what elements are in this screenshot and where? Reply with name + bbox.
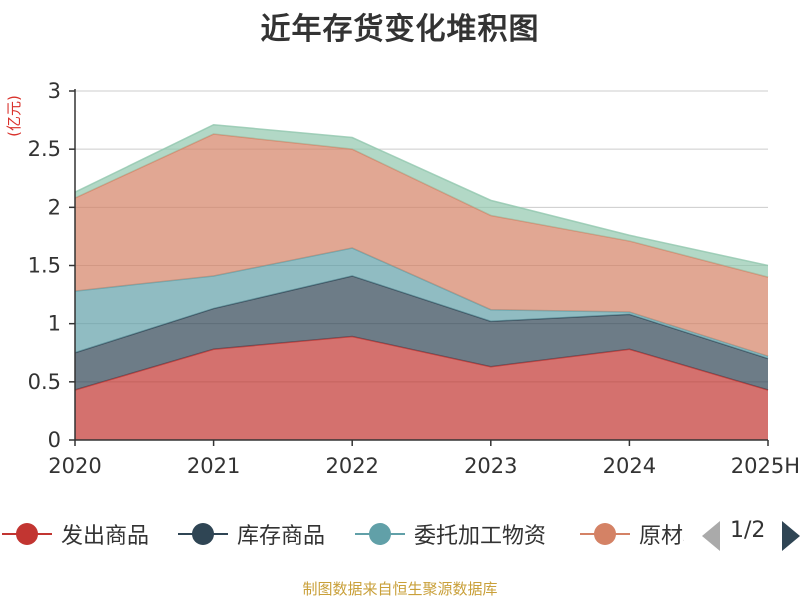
y-tick-label: 3 — [48, 79, 61, 103]
legend-page-indicator: 1/2 — [730, 518, 766, 543]
x-tick-label: 2022 — [325, 454, 378, 478]
legend-marker — [580, 516, 630, 552]
y-axis-unit-label: (亿元) — [5, 95, 23, 137]
next-page-icon[interactable] — [782, 521, 800, 551]
prev-page-icon[interactable] — [702, 521, 720, 551]
x-tick-label: 2021 — [187, 454, 240, 478]
y-tick-label: 2 — [48, 195, 61, 219]
x-tick-label: 2023 — [464, 454, 517, 478]
area-series-1 — [75, 275, 768, 390]
y-tick-label: 2.5 — [28, 137, 61, 161]
x-tick-label: 2020 — [48, 454, 101, 478]
legend-item-kucun[interactable]: 库存商品 — [178, 516, 325, 552]
legend-label: 库存商品 — [237, 524, 326, 549]
chart-title: 近年存货变化堆积图 — [260, 12, 540, 47]
legend-marker — [178, 516, 228, 552]
legend-label: 发出商品 — [61, 524, 150, 549]
legend-pager: 1/2 — [700, 516, 800, 556]
y-tick-label: 0.5 — [28, 370, 61, 394]
y-tick-label: 1.5 — [28, 254, 61, 278]
x-tick-label: 2024 — [603, 454, 656, 478]
legend-marker — [355, 516, 405, 552]
legend-item-yuancailiao[interactable]: 原材料 — [580, 516, 684, 552]
y-tick-label: 0 — [48, 428, 61, 452]
y-tick-label: 1 — [48, 312, 61, 336]
legend-label: 委托加工物资 — [414, 524, 547, 549]
legend-items: 发出商品 库存商品 委托加工物资 原材料 — [0, 516, 684, 556]
legend-item-fachu[interactable]: 发出商品 — [2, 516, 149, 552]
series-line-4 — [74, 123, 769, 267]
legend-item-weituo[interactable]: 委托加工物资 — [355, 516, 546, 552]
area-series-2 — [75, 248, 768, 359]
area-series-3 — [75, 134, 768, 357]
legend-label: 原材料 — [639, 524, 684, 549]
legend-marker — [2, 516, 52, 552]
legend: 发出商品 库存商品 委托加工物资 原材料 1/2 — [0, 516, 800, 556]
source-note: 制图数据来自恒生聚源数据库 — [302, 580, 498, 598]
x-tick-label: 2025H — [731, 454, 800, 478]
area-series-0 — [75, 336, 768, 440]
